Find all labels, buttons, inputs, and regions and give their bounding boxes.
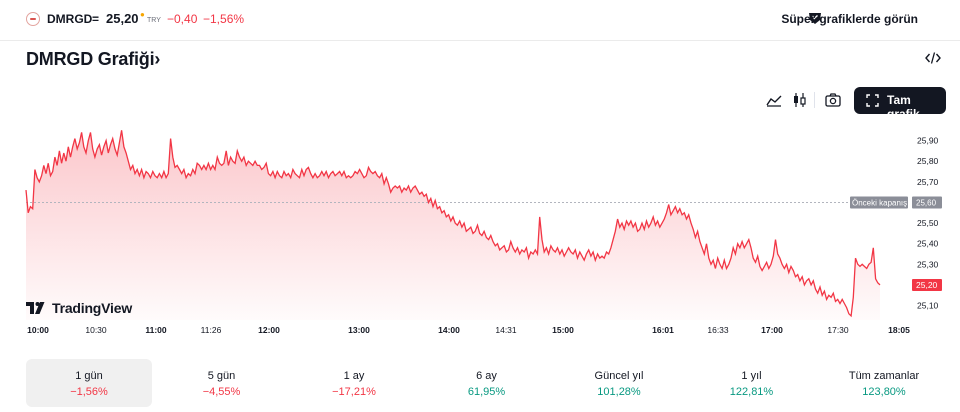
candlestick-icon[interactable] (789, 89, 811, 111)
x-axis-tick-label: 16:33 (707, 325, 729, 335)
toolbar-divider (814, 92, 815, 108)
last-price-value: 25,20 (916, 280, 938, 290)
period-tab-change: 101,28% (597, 386, 641, 398)
period-tab-change: 123,80% (862, 386, 906, 398)
page-title-text: DMRGD Grafiği (26, 49, 155, 69)
period-tab-change: −17,21% (332, 386, 376, 398)
last-price-badge: 25,20 (912, 278, 942, 291)
price-change: −0,40 (167, 12, 198, 26)
y-axis-tick-label: 25,30 (917, 259, 939, 269)
period-tab-label: 5 gün (207, 370, 236, 382)
tradingview-mark-icon (26, 302, 45, 314)
x-axis-tick-label: 14:31 (495, 325, 517, 335)
period-tab[interactable]: Güncel yıl 101,28% (556, 359, 682, 407)
currency-label: TRY (147, 17, 161, 24)
period-tab-label: 1 yıl (741, 370, 762, 382)
previous-close-label: Önceki kapanış (852, 198, 907, 207)
period-tab[interactable]: Tüm zamanlar 123,80% (821, 359, 947, 407)
camera-icon[interactable] (822, 89, 844, 111)
y-axis-tick-label: 25,90 (917, 136, 939, 146)
price-chart[interactable]: 25,90 25,80 25,70 25,50 25,40 25,30 25,10 10:0… (0, 120, 960, 342)
y-axis-tick-label: 25,50 (917, 218, 939, 228)
x-axis-tick-label: 10:00 (27, 325, 49, 335)
period-tab[interactable]: 6 ay 61,95% (424, 359, 550, 407)
chevron-right-icon: › (154, 49, 161, 69)
symbol-name[interactable]: DMRGD (47, 12, 93, 26)
y-axis-tick-label: 25,40 (917, 239, 939, 249)
price-area-fill (26, 130, 880, 320)
fullscreen-chart-label: Tam grafik (887, 93, 920, 121)
fullscreen-chart-button[interactable]: Tam grafik (854, 87, 946, 121)
company-logo-icon (26, 12, 40, 26)
previous-close-badge: Önceki kapanış 25,60 (850, 196, 942, 209)
period-tabs: 1 gün −1,56% 5 gün −4,55% 1 ay −17,21% 6 ay 61,… (26, 359, 946, 407)
x-axis-tick-label: 17:30 (827, 325, 849, 335)
x-axis-tick-label: 12:00 (258, 325, 280, 335)
y-axis-tick-label: 25,80 (917, 156, 939, 166)
x-axis: 10:00 10:30 11:00 11:26 12:00 13:00 14:00 14:31… (27, 325, 910, 335)
y-axis-tick-label: 25,70 (917, 177, 939, 187)
page-title[interactable]: DMRGD Grafiği› (26, 49, 160, 70)
period-tab-label: 6 ay (476, 370, 497, 382)
supercharts-link[interactable]: Süper-grafiklerde görün (781, 12, 918, 26)
x-axis-tick-label: 15:00 (552, 325, 574, 335)
period-tab[interactable]: 5 gün −4,55% (159, 359, 285, 407)
period-tab-change: 61,95% (467, 386, 506, 398)
y-axis: 25,90 25,80 25,70 25,50 25,40 25,30 25,10 (917, 136, 939, 311)
market-status-dot-icon: ● (140, 10, 145, 19)
period-tab-label: Güncel yıl (594, 370, 644, 382)
y-axis-tick-label: 25,10 (917, 301, 939, 311)
x-axis-tick-label: 18:05 (888, 325, 910, 335)
period-tab[interactable]: 1 gün −1,56% (26, 359, 152, 407)
area-chart-icon[interactable] (763, 89, 785, 111)
period-tab-label: 1 ay (343, 370, 365, 382)
symbol-header: DMRGD = 25,20 ● TRY −0,40 −1,56% Süper-g… (0, 0, 960, 41)
period-tab-label: Tüm zamanlar (848, 370, 920, 382)
x-axis-tick-label: 14:00 (438, 325, 460, 335)
period-tab[interactable]: 1 ay −17,21% (291, 359, 417, 407)
supercharts-icon[interactable] (807, 10, 823, 26)
period-tab-change: −1,56% (70, 386, 108, 398)
price-change-percent: −1,56% (203, 12, 245, 26)
x-axis-tick-label: 11:00 (145, 325, 167, 335)
equals-sign: = (92, 12, 100, 26)
x-axis-tick-label: 17:00 (761, 325, 783, 335)
x-axis-tick-label: 13:00 (348, 325, 370, 335)
x-axis-tick-label: 16:01 (652, 325, 674, 335)
period-tab-change: −4,55% (202, 386, 241, 398)
fullscreen-icon (866, 94, 879, 107)
period-tab-label: 1 gün (75, 370, 103, 382)
price-line (25, 130, 881, 318)
tradingview-wordmark: TradingView (52, 300, 133, 316)
embed-code-icon[interactable] (925, 51, 941, 65)
last-price: 25,20 (106, 11, 139, 26)
x-axis-tick-label: 11:26 (201, 325, 222, 335)
period-tab-change: 122,81% (729, 386, 774, 398)
x-axis-tick-label: 10:30 (85, 325, 107, 335)
previous-close-value: 25,60 (916, 198, 937, 207)
period-tab[interactable]: 1 yıl 122,81% (689, 359, 815, 407)
